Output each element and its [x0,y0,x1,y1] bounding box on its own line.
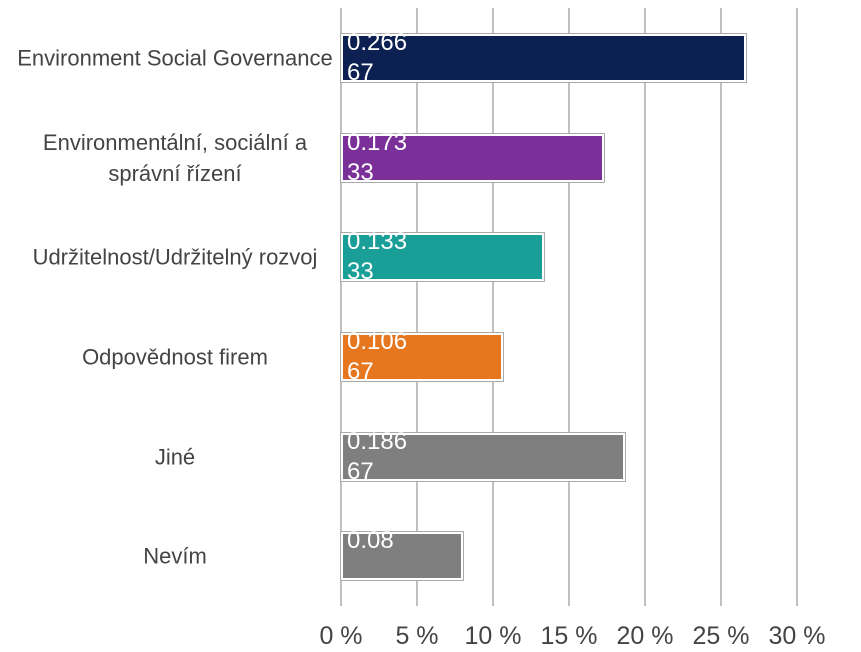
grid-line [720,8,722,606]
x-tick-label: 25 % [692,622,750,650]
value-label: 0.10667 [347,327,408,385]
bar [340,232,545,283]
x-tick-label: 20 % [616,622,674,650]
category-label: Nevím [143,543,207,569]
grid-line [492,8,494,606]
category-label: Odpovědnost firem [82,344,268,370]
category-label: Environment Social Governance [17,45,333,71]
grid-line [796,8,798,606]
bar [339,331,505,382]
category-label: Environmentální, sociální a správní říze… [42,129,308,186]
value-label: 0.08 [347,527,394,555]
x-tick-label: 10 % [464,622,522,650]
value-label: 0.17333 [347,128,408,186]
x-tick-label: 30 % [768,622,826,650]
bar [339,32,748,83]
category-label: Jiné [154,444,196,469]
x-tick-label: 0 % [319,622,363,650]
bar [339,132,606,183]
value-label: 0.18667 [347,427,408,485]
x-tick-label: 15 % [540,622,598,650]
x-tick-label: 5 % [395,622,439,650]
bar [340,531,464,582]
value-label: 0.13333 [347,228,408,286]
value-label: 0.26667 [347,28,408,86]
grid-line [644,8,646,606]
grid-line [416,8,418,606]
bar [340,431,626,482]
grid-line [340,8,342,606]
category-label: Udržitelnost/Udržitelný rozvoj [32,244,318,270]
grid-line [568,8,570,606]
